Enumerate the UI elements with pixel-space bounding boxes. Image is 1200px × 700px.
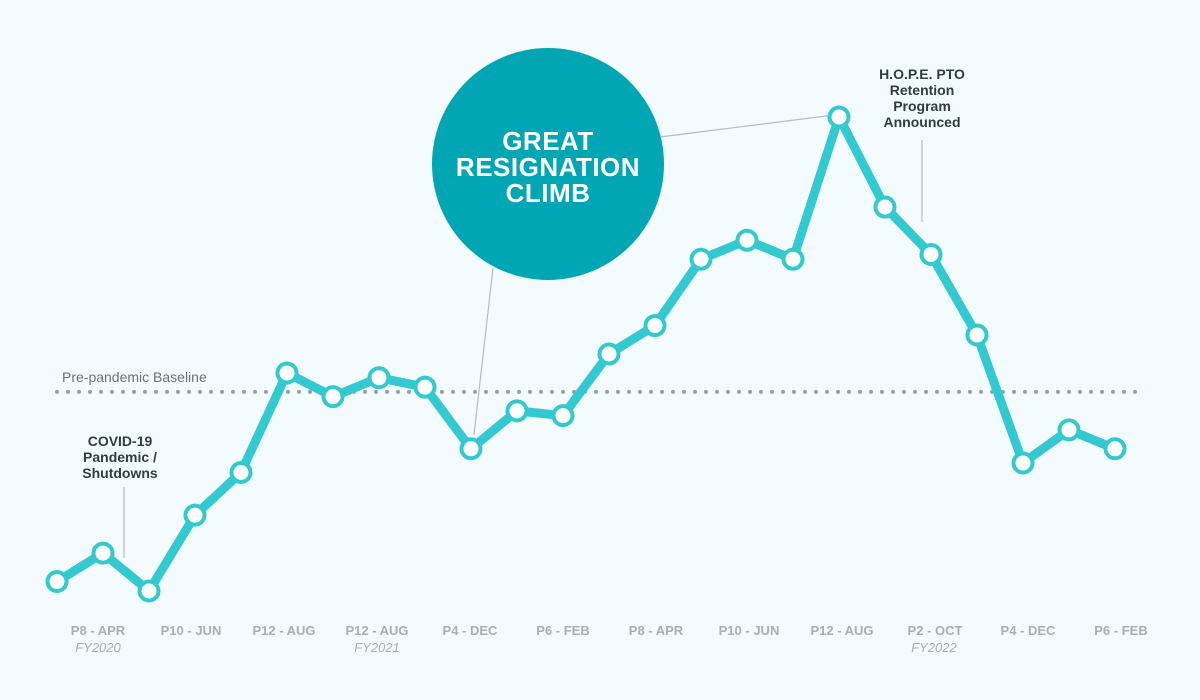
fiscal-year-label-0: FY2020	[75, 640, 121, 655]
callout-connector-peak	[659, 114, 835, 138]
data-point-15	[735, 228, 759, 252]
fiscal-year-label-2: FY2022	[911, 640, 957, 655]
data-point-7	[367, 366, 391, 390]
x-tick-label-5: P6 - FEB	[536, 623, 589, 638]
x-tick-label-8: P12 - AUG	[810, 623, 873, 638]
x-tick-label-2: P12 - AUG	[252, 623, 315, 638]
data-point-16	[781, 247, 805, 271]
x-tick-label-6: P8 - APR	[629, 623, 684, 638]
data-point-9	[459, 437, 483, 461]
x-tick-label-3: P12 - AUG	[345, 623, 408, 638]
data-point-17	[827, 105, 851, 129]
x-tick-label-7: P10 - JUN	[719, 623, 780, 638]
data-point-0	[45, 570, 69, 594]
x-tick-label-9: P2 - OCT	[908, 623, 963, 638]
data-point-21	[1011, 451, 1035, 475]
annotation-0-line-1: Pandemic /	[83, 449, 157, 465]
data-point-1	[91, 541, 115, 565]
data-point-23	[1103, 437, 1127, 461]
data-point-13	[643, 314, 667, 338]
callout-text-line-1: RESIGNATION	[456, 152, 640, 182]
callout-text-line-2: CLIMB	[506, 178, 591, 208]
annotation-1-line-1: Retention	[890, 82, 955, 98]
x-tick-label-4: P4 - DEC	[443, 623, 499, 638]
data-point-6	[321, 385, 345, 409]
data-point-14	[689, 247, 713, 271]
data-point-3	[183, 503, 207, 527]
annotation-0-line-2: Shutdowns	[82, 465, 158, 481]
annotation-0-line-0: COVID-19	[88, 433, 153, 449]
data-point-18	[873, 195, 897, 219]
data-point-10	[505, 399, 529, 423]
data-point-4	[229, 461, 253, 484]
fiscal-year-label-1: FY2021	[354, 640, 400, 655]
data-point-19	[919, 242, 943, 266]
callout-connector-trough	[473, 267, 494, 435]
annotation-1-line-0: H.O.P.E. PTO	[879, 66, 965, 82]
great-resignation-bubble	[432, 48, 664, 280]
x-tick-label-11: P6 - FEB	[1094, 623, 1147, 638]
data-point-5	[275, 361, 299, 385]
x-tick-label-1: P10 - JUN	[161, 623, 222, 638]
data-point-22	[1057, 418, 1081, 442]
baseline-label: Pre-pandemic Baseline	[62, 369, 207, 385]
annotation-1-line-2: Program	[893, 98, 951, 114]
data-point-8	[413, 375, 437, 399]
callout-text-line-0: GREAT	[502, 126, 594, 156]
x-tick-label-0: P8 - APR	[71, 623, 126, 638]
x-tick-label-10: P4 - DEC	[1001, 623, 1057, 638]
data-point-20	[965, 323, 989, 347]
data-point-12	[597, 342, 621, 366]
data-point-2	[137, 579, 161, 603]
data-point-11	[551, 404, 575, 428]
annotation-1-line-3: Announced	[884, 114, 961, 130]
